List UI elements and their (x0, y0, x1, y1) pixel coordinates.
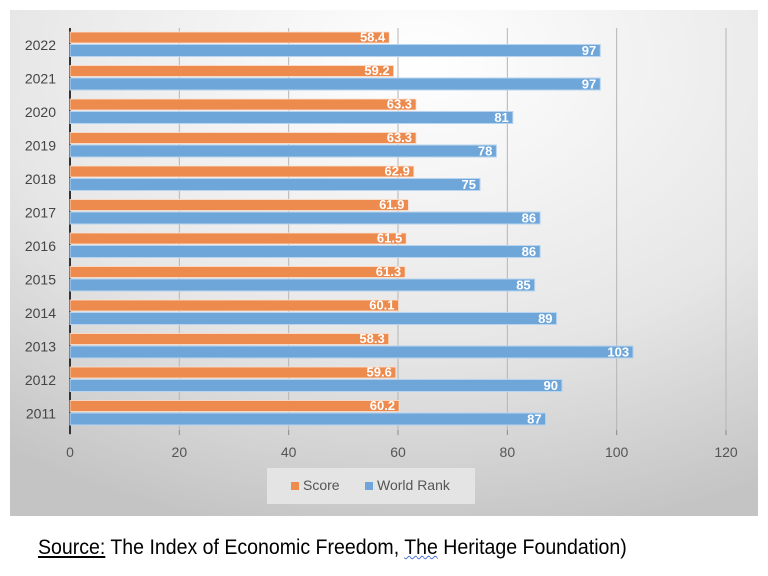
score-data-label: 60.1 (369, 298, 394, 313)
score-data-label: 61.5 (377, 231, 402, 246)
world-rank-bar-border (69, 278, 536, 292)
world-rank-data-label: 86 (522, 211, 536, 226)
score-bar (69, 199, 409, 211)
world-rank-bar (70, 178, 480, 191)
source-caption: Source: The Index of Economic Freedom, T… (38, 536, 627, 560)
x-tick-label: 100 (605, 444, 629, 460)
x-tick-label: 20 (172, 444, 188, 460)
world-rank-bar-border (69, 77, 601, 91)
source-text-the: The (404, 536, 438, 559)
x-tick-label: 60 (390, 444, 406, 460)
world-rank-bar (70, 145, 497, 157)
y-tick-label: 2014 (25, 305, 56, 321)
world-rank-bar (70, 111, 513, 124)
score-data-label: 58.3 (359, 331, 384, 346)
score-data-label: 59.2 (364, 63, 389, 78)
score-data-label: 61.3 (376, 264, 401, 279)
score-bar (69, 132, 417, 144)
x-tick-label: 40 (281, 444, 297, 460)
world-rank-bar (70, 78, 601, 90)
score-bar (69, 266, 406, 278)
y-tick-label: 2019 (25, 137, 56, 153)
score-data-label: 63.3 (387, 97, 412, 112)
world-rank-bar-border (69, 245, 541, 258)
score-bar (69, 31, 390, 44)
bar-chart: 58.4 97 59.2 97 63.3 81 63.3 78 62.9 75 61.9 86 61.5… (10, 10, 758, 516)
y-tick-label: 2017 (25, 204, 56, 220)
y-tick-label: 2016 (25, 238, 56, 254)
source-label: Source: (38, 536, 106, 559)
world-rank-bar (70, 312, 557, 325)
y-tick-label: 2012 (25, 372, 56, 388)
world-rank-bar (70, 379, 562, 392)
score-bar (69, 299, 399, 312)
world-rank-bar (70, 413, 546, 425)
world-rank-bar-border (69, 211, 541, 225)
y-tick-label: 2022 (25, 37, 56, 53)
score-data-label: 58.4 (360, 30, 386, 45)
legend-swatch-world-rank (365, 482, 373, 490)
x-tick-label: 0 (66, 444, 74, 460)
world-rank-bar (70, 245, 541, 258)
score-bar (69, 232, 407, 245)
score-data-label: 59.6 (367, 365, 392, 380)
score-bar (69, 65, 395, 77)
legend-label-score: Score (303, 477, 340, 493)
y-tick-label: 2013 (25, 338, 56, 354)
world-rank-bar-border (69, 111, 514, 124)
world-rank-data-label: 85 (516, 278, 530, 293)
world-rank-data-label: 97 (582, 77, 596, 92)
score-data-label: 63.3 (387, 130, 412, 145)
world-rank-bar (70, 212, 541, 224)
score-bar (69, 333, 390, 345)
source-text-2: Heritage Foundation) (437, 536, 627, 559)
score-bar (69, 165, 415, 178)
world-rank-data-label: 89 (538, 311, 552, 326)
score-bar (69, 366, 397, 379)
world-rank-data-label: 87 (527, 412, 541, 427)
score-data-label: 62.9 (385, 164, 410, 179)
world-rank-bar-border (69, 44, 601, 57)
score-bar (69, 98, 417, 111)
world-rank-data-label: 97 (582, 43, 596, 58)
legend: Score World Rank (267, 468, 475, 504)
source-text-1: The Index of Economic Freedom, (105, 536, 405, 559)
world-rank-bar-border (69, 345, 634, 359)
world-rank-bar (70, 279, 535, 291)
world-rank-bar-border (69, 144, 497, 158)
x-tick-label: 120 (714, 444, 738, 460)
world-rank-bar-border (69, 178, 481, 191)
y-tick-label: 2020 (25, 104, 56, 120)
y-tick-label: 2015 (25, 271, 56, 287)
world-rank-bar (70, 346, 634, 358)
x-tick-label: 80 (500, 444, 516, 460)
world-rank-bar (70, 44, 601, 57)
world-rank-data-label: 103 (607, 345, 629, 360)
world-rank-data-label: 75 (462, 177, 476, 192)
score-data-label: 61.9 (379, 197, 404, 212)
legend-swatch-score (291, 482, 299, 490)
world-rank-data-label: 81 (494, 110, 508, 125)
score-data-label: 60.2 (370, 398, 395, 413)
chart-background (10, 10, 758, 516)
world-rank-bar-border (69, 312, 558, 325)
y-tick-label: 2021 (25, 70, 56, 86)
world-rank-data-label: 86 (522, 244, 536, 259)
world-rank-bar-border (69, 379, 563, 392)
score-bar (69, 400, 400, 412)
world-rank-data-label: 90 (544, 378, 558, 393)
y-tick-label: 2018 (25, 171, 56, 187)
y-tick-label: 2011 (26, 405, 56, 421)
legend-label-world-rank: World Rank (377, 477, 451, 493)
world-rank-bar-border (69, 412, 547, 426)
world-rank-data-label: 78 (478, 144, 492, 159)
